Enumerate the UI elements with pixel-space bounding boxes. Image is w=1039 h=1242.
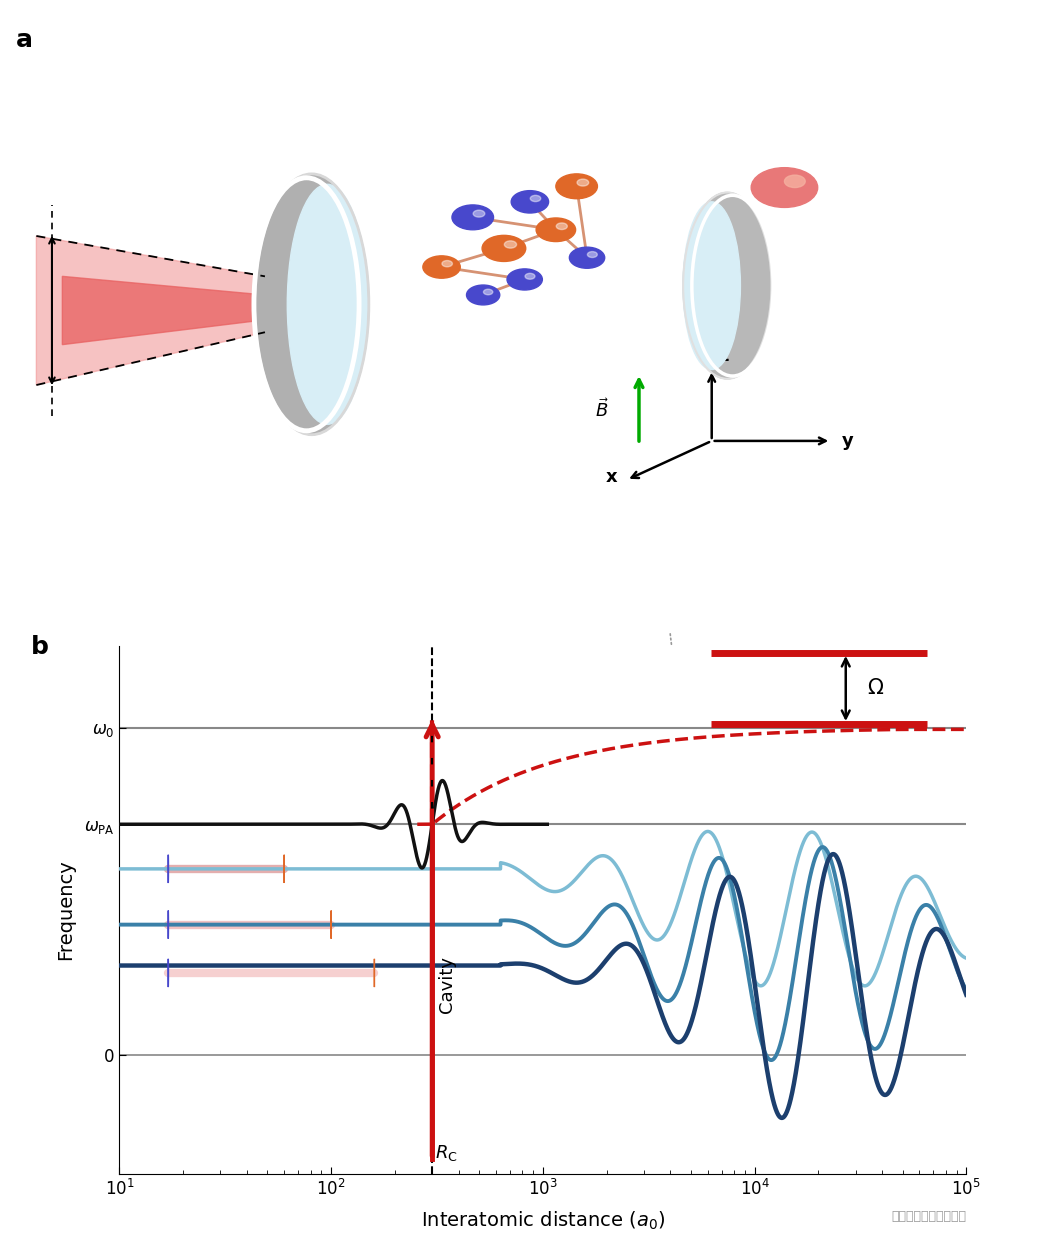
Circle shape [569,247,605,268]
Ellipse shape [255,174,369,435]
Circle shape [536,219,576,241]
Polygon shape [36,236,265,385]
Circle shape [442,261,452,267]
Circle shape [482,235,526,262]
Ellipse shape [683,202,741,370]
Text: b: b [30,636,49,660]
Circle shape [511,190,549,214]
Circle shape [483,289,492,294]
Y-axis label: Frequency: Frequency [56,859,76,960]
Circle shape [577,179,589,186]
Text: $R_\mathrm{C}$: $R_\mathrm{C}$ [435,1143,457,1163]
Circle shape [507,270,542,291]
Circle shape [504,241,516,248]
Circle shape [751,168,818,207]
Circle shape [784,175,805,188]
Circle shape [525,273,535,279]
Text: $\Omega$: $\Omega$ [868,678,884,698]
Circle shape [423,256,460,278]
Circle shape [556,174,597,199]
Circle shape [587,252,597,257]
Text: a: a [16,27,32,52]
Circle shape [452,205,494,230]
Text: Cavity: Cavity [437,955,455,1012]
Text: z: z [718,347,728,365]
Circle shape [530,195,540,201]
Circle shape [473,210,485,217]
Ellipse shape [684,193,772,379]
Text: x: x [606,468,617,486]
Circle shape [556,222,567,230]
Ellipse shape [287,184,368,425]
Text: 江苏激光产业创新联盟: 江苏激光产业创新联盟 [891,1211,966,1223]
Text: $\vec{B}$: $\vec{B}$ [595,399,610,421]
Polygon shape [62,277,265,344]
Circle shape [467,284,500,304]
Text: y: y [842,432,853,450]
X-axis label: Interatomic distance ($a_0$): Interatomic distance ($a_0$) [421,1210,665,1232]
